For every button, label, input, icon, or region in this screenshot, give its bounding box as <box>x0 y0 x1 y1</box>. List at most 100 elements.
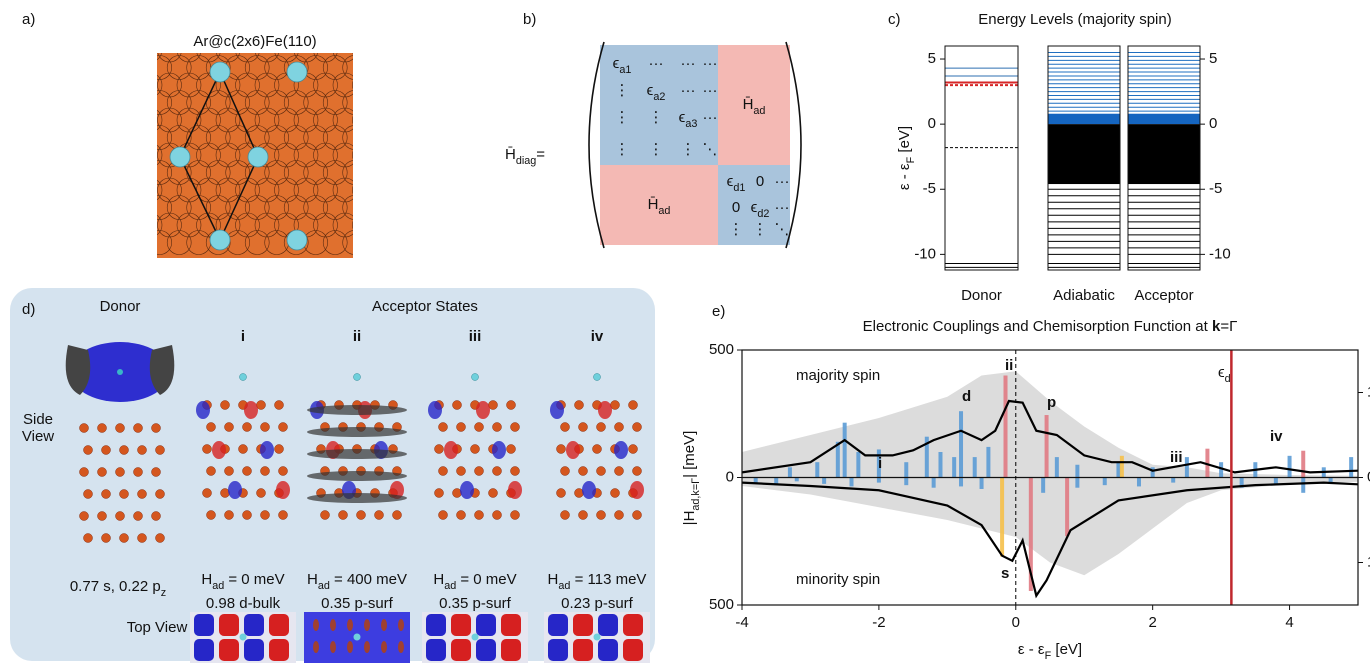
atom <box>101 445 111 455</box>
bar <box>1119 455 1124 478</box>
atom <box>452 400 462 410</box>
column-frame <box>1127 45 1201 271</box>
matrix-entry: 0 <box>756 173 764 190</box>
state-label: iv <box>591 328 604 345</box>
atom <box>206 466 216 476</box>
atom <box>235 72 260 98</box>
atom <box>224 422 234 432</box>
atom <box>293 142 319 168</box>
atom <box>274 212 299 238</box>
atom <box>137 533 147 543</box>
bar <box>1301 477 1306 493</box>
atom <box>347 641 353 653</box>
atom <box>155 533 165 543</box>
column-heading: Acceptor States <box>372 298 478 315</box>
orbital-lobe <box>65 345 91 395</box>
adsorbate <box>169 146 191 168</box>
orbital-lobe <box>550 401 564 419</box>
orbital-character: 0.23 p-surf <box>561 595 634 612</box>
atom <box>176 212 202 238</box>
y-tick-label: -10 <box>914 245 936 262</box>
adsorbate <box>286 229 308 251</box>
y2-tick-label: -10 <box>1209 245 1231 262</box>
atom <box>166 195 192 220</box>
atom <box>352 185 353 195</box>
orbital-lobe <box>598 639 618 661</box>
atom <box>176 72 202 98</box>
text-part: ϵ <box>679 109 686 126</box>
matrix-entry: ϵd1 <box>727 173 746 194</box>
atom <box>119 445 129 455</box>
atom <box>347 619 353 631</box>
panel-label: e) <box>712 303 725 320</box>
atom <box>83 533 93 543</box>
adatom <box>239 373 247 381</box>
matrix-entry: ⋱ <box>703 141 718 158</box>
atom <box>244 195 270 220</box>
matrix-block-label: H̄ad <box>648 196 671 217</box>
atom <box>392 510 402 520</box>
atom <box>342 55 353 80</box>
bar <box>1301 450 1306 478</box>
annotation: d <box>962 388 971 405</box>
atom <box>157 107 182 133</box>
atom <box>342 160 353 185</box>
atom <box>560 510 570 520</box>
orbital-layer <box>307 471 407 481</box>
adatom <box>239 633 247 641</box>
bar <box>876 449 881 478</box>
atom <box>293 107 319 133</box>
atom <box>342 195 353 220</box>
orbital-lobe <box>194 614 214 636</box>
atom <box>205 160 231 185</box>
area <box>742 477 1358 576</box>
atom <box>303 125 329 150</box>
text-part: =Γ <box>1220 318 1237 335</box>
atom <box>83 445 93 455</box>
atom <box>438 510 448 520</box>
orbital-lobe <box>244 401 258 419</box>
atom <box>510 466 520 476</box>
annotation: ii <box>1005 357 1013 374</box>
x-tick-label: 2 <box>1148 614 1156 631</box>
atom <box>560 422 570 432</box>
atom <box>303 160 329 185</box>
column-label: Donor <box>961 287 1002 304</box>
atom <box>196 53 221 63</box>
bar <box>794 477 799 482</box>
column-frame <box>1047 45 1121 271</box>
atom <box>133 511 143 521</box>
orbital-lobe <box>548 639 568 661</box>
block <box>718 45 790 165</box>
orbital-lobe <box>269 614 289 636</box>
bar <box>1044 415 1049 478</box>
bar <box>1273 477 1278 486</box>
atom <box>322 90 348 115</box>
block <box>600 45 718 165</box>
atom <box>260 422 270 432</box>
text-part: ε - ε <box>1018 641 1045 658</box>
bar <box>904 477 909 486</box>
atom <box>133 423 143 433</box>
atom <box>79 511 89 521</box>
orbital-character: 0.35 p-surf <box>439 595 512 612</box>
atom <box>115 467 125 477</box>
orbital-lobe <box>426 639 446 661</box>
atom <box>322 195 348 220</box>
orbital-lobe <box>260 441 274 459</box>
atom <box>119 489 129 499</box>
matrix-entry: ··· <box>703 55 718 72</box>
atom <box>313 107 338 133</box>
atom <box>151 467 161 477</box>
atom <box>474 510 484 520</box>
coupling-value: Had = 113 meV <box>548 571 647 592</box>
atom <box>166 90 192 115</box>
level-band <box>1048 124 1120 185</box>
atom <box>215 107 241 133</box>
orbital-character: 0.77 s, 0.22 pz <box>70 578 166 599</box>
adatom <box>593 373 601 381</box>
matrix-entry: ··· <box>775 199 790 216</box>
atom <box>176 107 202 133</box>
atom <box>356 510 366 520</box>
bar <box>904 462 909 478</box>
